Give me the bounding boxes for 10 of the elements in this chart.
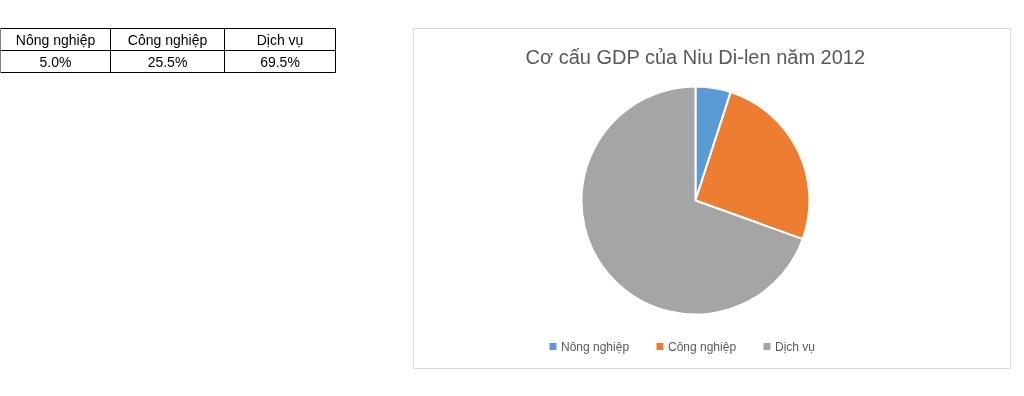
text: 25.5% — [147, 53, 188, 70]
category-label: Công nghiệp — [127, 31, 208, 48]
chart-title: Cơ cấu GDP của Niu Di-len năm 2012 — [525, 45, 866, 68]
category-label: Nông nghiệp — [15, 31, 96, 48]
text: 5.0% — [39, 53, 72, 70]
text: 69.5% — [260, 53, 300, 70]
legend-label: Nông nghiệp — [561, 339, 630, 354]
category-label: Dịch vụ — [256, 31, 304, 48]
legend-label: Công nghiệp — [668, 339, 737, 354]
legend-label: Dịch vụ — [775, 339, 816, 354]
